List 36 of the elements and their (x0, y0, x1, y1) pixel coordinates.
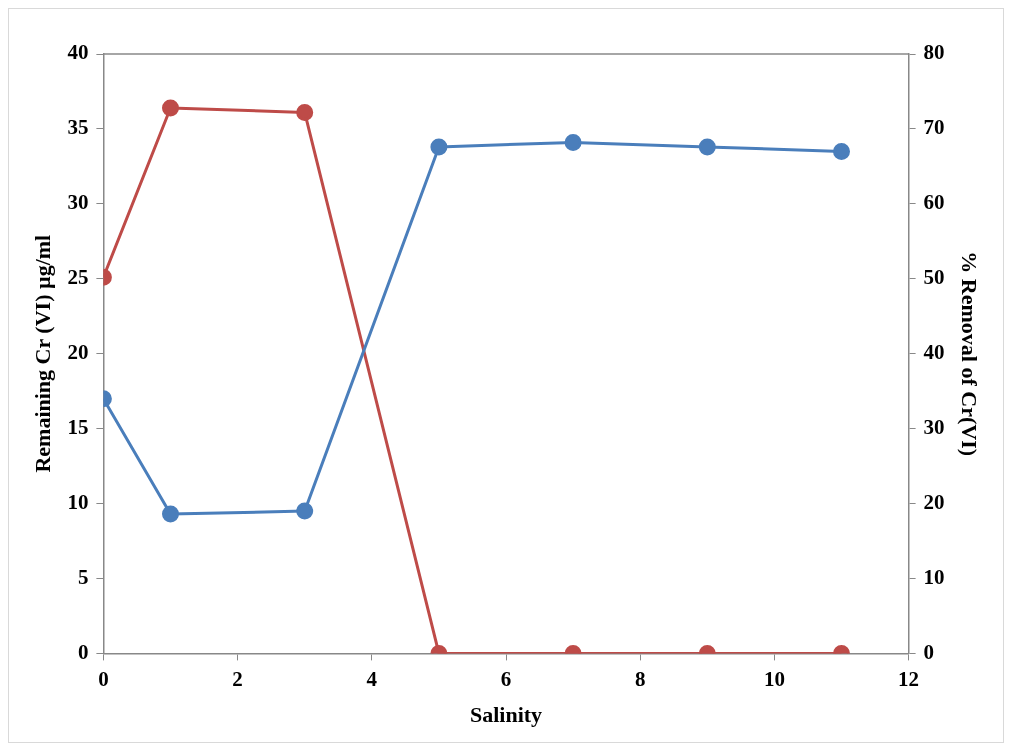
point (564, 133, 582, 151)
y2-tick-label: 50 (923, 265, 945, 290)
x-axis-title: Salinity (469, 702, 543, 728)
y-tick-label: 5 (77, 564, 89, 589)
y-tick-label: 30 (67, 190, 89, 215)
point (162, 505, 179, 523)
y2-tick-label: 20 (923, 489, 945, 514)
point (430, 138, 448, 156)
x-tick-label: 6 (500, 667, 512, 692)
y2-axis-title: % Removal of Cr(VI) (957, 251, 983, 457)
y2-tick-label: 30 (923, 415, 945, 440)
point (698, 138, 716, 156)
y-axis-title: Remaining Cr (VI) µg/ml (29, 234, 55, 473)
point (833, 142, 850, 160)
y2-tick-label: 80 (923, 40, 945, 65)
point (296, 502, 314, 520)
y2-tick-label: 10 (923, 564, 945, 589)
y2-tick-label: 70 (923, 115, 945, 140)
y2-tick-label: 0 (923, 639, 935, 664)
point (162, 99, 179, 117)
x-tick-label: 12 (898, 667, 920, 692)
y-tick-label: 0 (77, 639, 89, 664)
x-tick-label: 2 (232, 667, 243, 692)
x-tick-label: 4 (366, 667, 378, 692)
x-tick-label: 0 (98, 667, 109, 692)
y-tick-label: 40 (67, 40, 89, 65)
y2-tick-label: 60 (923, 190, 945, 215)
y-tick-label: 10 (67, 489, 89, 514)
point (296, 103, 314, 121)
x-tick-label: 8 (634, 667, 646, 692)
y2-tick-label: 40 (923, 340, 945, 365)
y-tick-label: 15 (67, 415, 89, 440)
y-tick-label: 35 (67, 115, 89, 140)
x-tick-label: 10 (763, 667, 785, 692)
y-tick-label: 20 (67, 340, 89, 365)
y-tick-label: 25 (67, 265, 89, 290)
